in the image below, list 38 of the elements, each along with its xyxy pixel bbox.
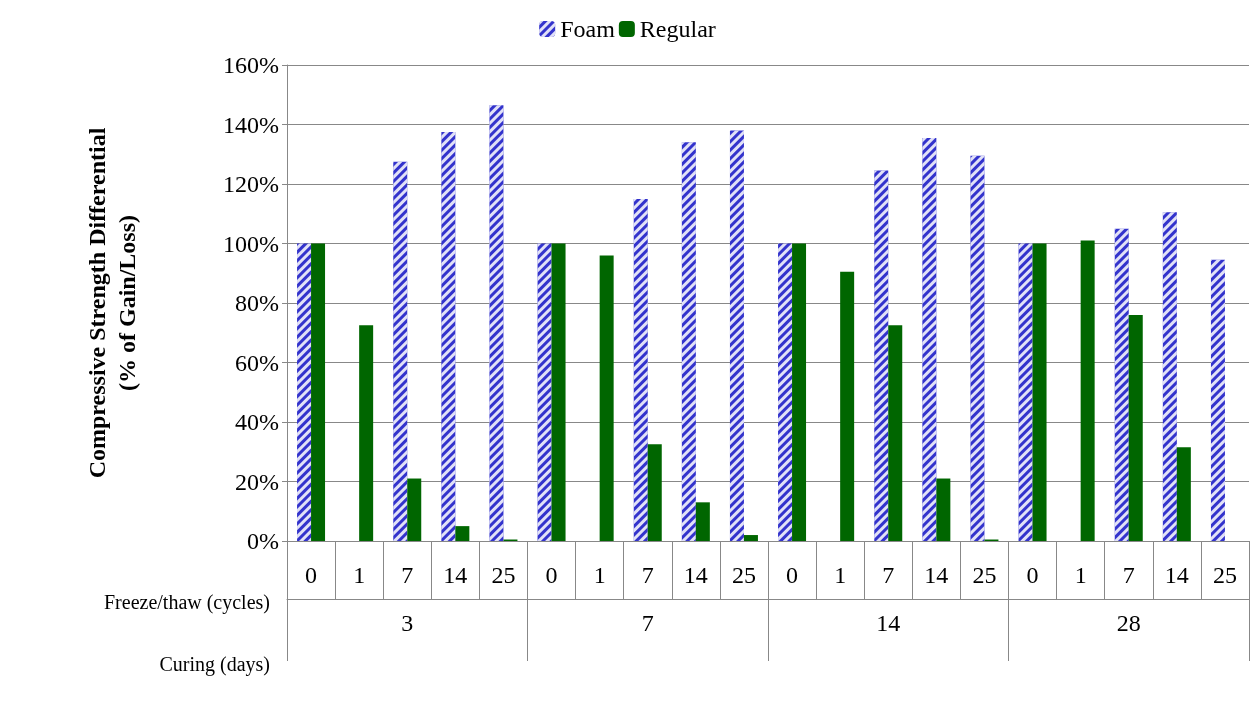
x-tick-label: 25 (731, 562, 756, 588)
y-tick-label: 60% (235, 349, 279, 376)
x-tick-label: 7 (1122, 562, 1135, 588)
x-tick-label: 7 (882, 562, 895, 588)
x-tick-label: 0 (1026, 562, 1039, 588)
y-tick-label: 80% (235, 290, 279, 316)
x-tick-label: 0 (545, 562, 558, 588)
y-tick-label: 120% (223, 171, 279, 197)
x-tick-label: 14 (924, 562, 949, 588)
x-tick-label: 7 (641, 562, 654, 588)
x-tick-label: 0 (786, 562, 799, 588)
y-axis-title: Compressive Strength Differential (% of Gain/Loss) (84, 127, 140, 479)
x-tick-label: 25 (972, 562, 997, 588)
x-tick-label: 1 (593, 562, 606, 588)
y-tick-label: 140% (223, 111, 279, 138)
x-tick-label: 1 (353, 562, 366, 588)
y-tick-label: 100% (223, 230, 279, 257)
x-tick-label: 14 (1164, 562, 1189, 588)
x-tick-label: 0 (305, 562, 318, 588)
text: 7 (641, 610, 654, 636)
y-tick-label: 0% (247, 528, 279, 554)
x-tick-label: 1 (1074, 562, 1087, 588)
legend-label: Regular (639, 16, 716, 42)
text: 14 (876, 610, 901, 636)
y-tick-label: 160% (223, 52, 279, 78)
text: 3 (401, 610, 414, 636)
x-tick-label: 25 (491, 562, 516, 588)
y-tick-label: 40% (235, 409, 279, 435)
text: 28 (1116, 610, 1141, 636)
x-tick-label: 7 (401, 562, 414, 588)
text: Curing (days) (159, 653, 271, 676)
y-tick-label: 20% (235, 468, 279, 495)
legend-label: Foam (560, 16, 616, 42)
x-tick-label: 14 (683, 562, 708, 588)
x-axis-title: Freeze/thaw (cycles) (103, 591, 270, 614)
x-tick-label: 25 (1212, 562, 1237, 588)
x-tick-label: 14 (443, 562, 468, 588)
x-tick-label: 1 (834, 562, 847, 588)
